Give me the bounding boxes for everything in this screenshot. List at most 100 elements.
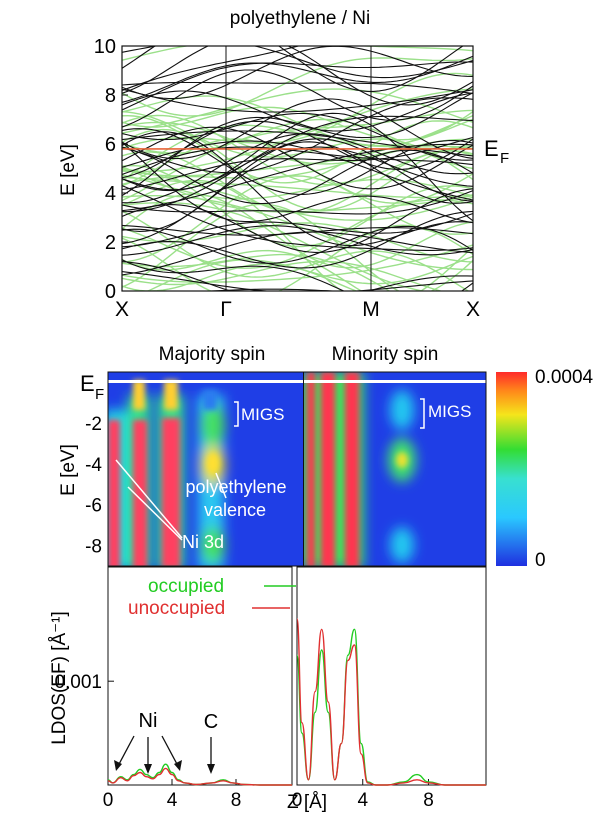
ldos-xtick-label-1-0: 0	[292, 790, 303, 811]
band-line-green-27	[122, 72, 473, 149]
c-peak-text: C	[204, 711, 218, 733]
migs-right-text: MIGS	[428, 402, 471, 421]
ldos-legend: occupied unoccupied	[128, 576, 296, 619]
ni3d-annotation: Ni 3d	[115, 459, 224, 552]
band-line-black-36	[122, 261, 473, 291]
band-line-green-37	[122, 203, 401, 291]
ldos-xtick-label-0-2: 8	[231, 790, 242, 811]
band-line-black-41	[201, 288, 342, 291]
band-line-black-7	[122, 138, 473, 202]
map-ytick-label-0: -2	[85, 414, 102, 435]
map-ytick-label-2: -6	[85, 496, 102, 517]
fermi-label-sub: F	[500, 150, 509, 167]
band-line-black-16	[122, 146, 473, 176]
ni3d-text: Ni 3d	[182, 532, 224, 552]
legend-occupied-label: occupied	[148, 576, 224, 597]
band-line-green-34	[122, 128, 473, 211]
ni-peaks-text: Ni	[139, 710, 158, 732]
fermi-label: E F	[484, 136, 509, 167]
map-ytick-label-1: -4	[85, 455, 102, 476]
band-line-black-20	[122, 225, 473, 264]
map-fermi-sub: F	[95, 386, 104, 403]
band-line-black-38	[122, 143, 473, 212]
band-line-black-15	[122, 46, 473, 106]
band-line-black-29	[122, 46, 473, 79]
majority-title: Majority spin	[159, 344, 266, 365]
colorbar-gradient	[496, 372, 527, 566]
band-line-black-35	[122, 55, 473, 103]
band-line-green-39	[122, 176, 473, 199]
map-frame	[107, 371, 487, 567]
band-line-black-31	[122, 88, 473, 113]
band-line-green-26	[122, 253, 391, 291]
band-line-black-26	[122, 212, 473, 248]
ldos-xtick-label-1-1: 4	[357, 790, 368, 811]
band-line-black-12	[122, 210, 473, 269]
band-xtick-label-3: X	[466, 298, 480, 321]
band-line-green-19	[122, 57, 473, 117]
band-ytick-label-2: 4	[105, 183, 116, 205]
band-xtick-label-1: Γ	[220, 298, 232, 321]
band-line-black-25	[122, 231, 473, 276]
band-line-black-9	[122, 97, 473, 174]
ldos-plots: 0 4 8 0 4 8 0.001	[54, 566, 487, 811]
ldos-curve-1-occupied	[296, 628, 486, 786]
band-line-black-19	[122, 190, 473, 215]
map-fermi-label: E F	[80, 371, 104, 403]
band-line-black-14	[122, 61, 473, 111]
colorbar-max: 0.0004	[535, 367, 594, 388]
map-ylabel: E [eV]	[58, 444, 79, 496]
ldos-xtick-label-0-1: 4	[167, 790, 178, 811]
band-line-black-34	[122, 140, 473, 201]
band-line-black-1	[122, 98, 473, 160]
migs-right-annotation: MIGS	[420, 398, 471, 429]
band-ytick-label-4: 8	[105, 85, 116, 107]
colorbar: 0.0004 0	[496, 367, 594, 571]
band-ytick-label-0: 0	[105, 281, 116, 303]
band-ytick-label-1: 2	[105, 232, 116, 254]
c-peak-annotation: C	[204, 711, 218, 774]
band-structure-plot: 0 2 4 6 8 10 X Γ M X	[94, 36, 480, 321]
band-line-green-9	[122, 114, 473, 186]
band-line-black-27	[122, 46, 473, 100]
band-line-green-15	[122, 46, 473, 61]
ldos-curve-1-unoccupied	[296, 618, 486, 786]
legend-unoccupied-label: unoccupied	[128, 598, 225, 619]
ldos-ytick-label-0: 0.001	[54, 672, 102, 693]
migs-left-text: MIGS	[241, 405, 284, 424]
band-ytick-label-3: 6	[105, 134, 116, 156]
polyethylene-valence-annotation: polyethylene valence	[185, 472, 287, 520]
migs-left-annotation: MIGS	[234, 401, 284, 427]
map-ytick-label-3: -8	[85, 537, 102, 558]
band-xtick-label-0: X	[115, 298, 129, 321]
band-line-green-14	[122, 260, 443, 291]
band-frame	[121, 45, 474, 292]
band-line-black-22	[122, 90, 473, 132]
band-ytick-label-5: 10	[94, 36, 116, 58]
poly-text-2: valence	[204, 500, 266, 520]
map-axes: -2 -4 -6 -8	[85, 371, 487, 567]
band-ylabel: E [eV]	[58, 144, 79, 196]
band-lines	[122, 46, 473, 291]
band-line-black-43	[122, 141, 473, 232]
band-line-black-39	[122, 224, 473, 236]
band-line-black-21	[122, 136, 473, 191]
colorbar-min: 0	[535, 550, 546, 571]
band-line-black-11	[122, 46, 464, 92]
ldos-xtick-label-1-2: 8	[423, 790, 434, 811]
band-chart-title: polyethylene / Ni	[230, 8, 370, 29]
band-line-green-17	[122, 199, 473, 269]
band-line-green-8	[122, 202, 426, 291]
band-line-black-44	[122, 259, 473, 291]
band-line-green-11	[122, 195, 473, 271]
band-line-black-28	[122, 188, 473, 253]
band-line-black-2	[122, 141, 473, 224]
ldos-xtick-label-0-0: 0	[103, 790, 114, 811]
poly-text-1: polyethylene	[185, 477, 286, 497]
band-line-black-18	[122, 147, 473, 205]
band-line-black-37	[122, 81, 473, 95]
fermi-label-e: E	[484, 136, 499, 161]
band-line-green-4	[122, 88, 473, 134]
ldos-xlabel: Z [Å]	[287, 792, 327, 813]
